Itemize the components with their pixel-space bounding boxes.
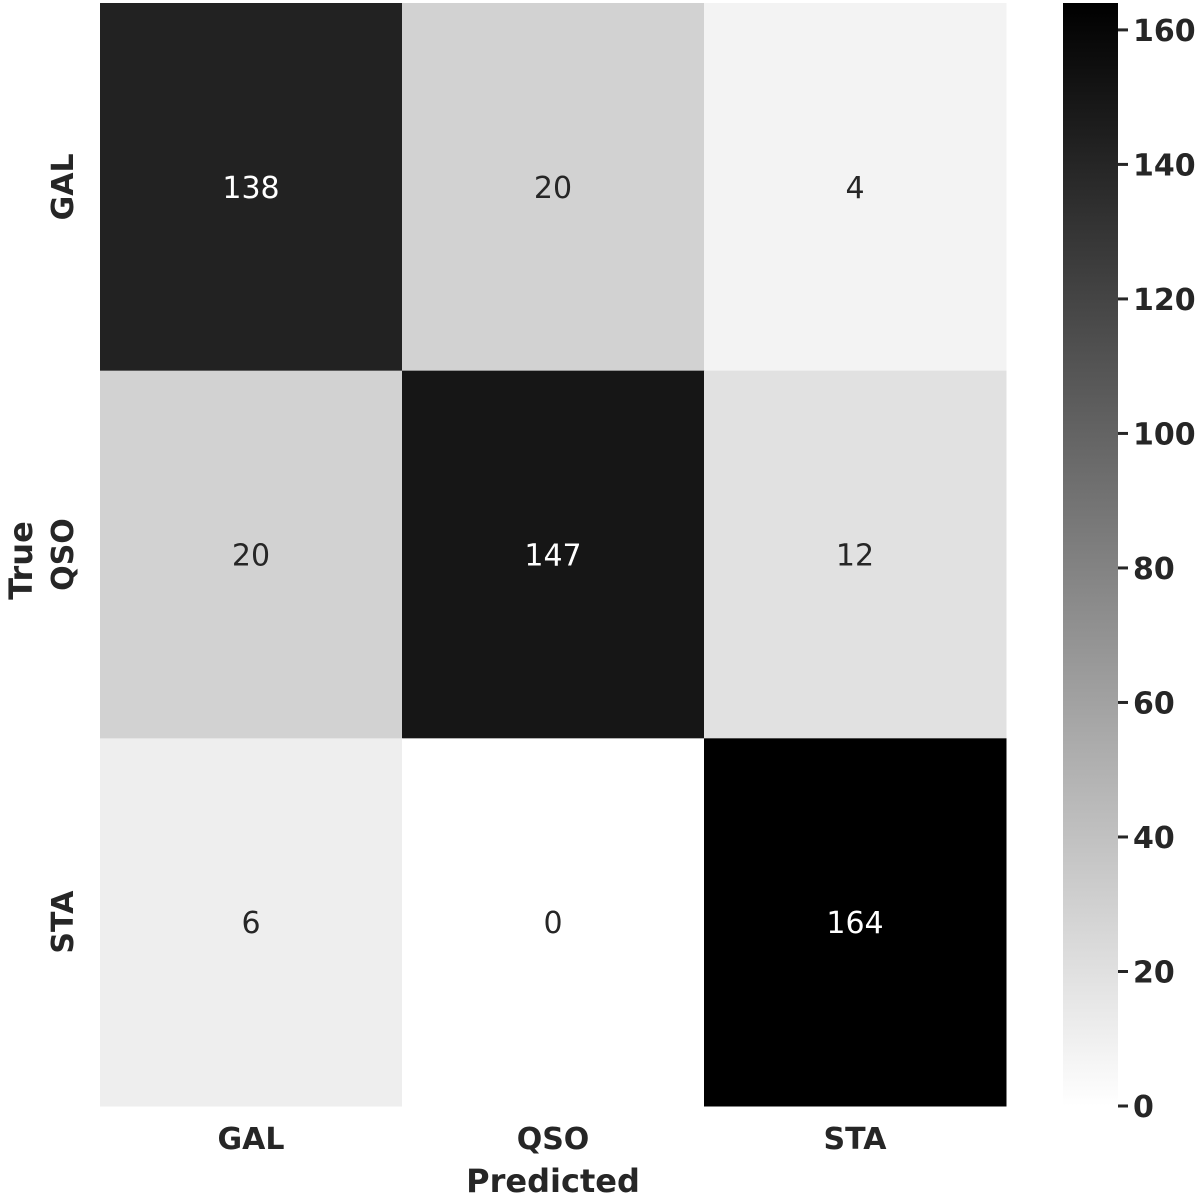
x-tick-label-sta: STA: [824, 1122, 888, 1157]
heatmap-cell-sta-qso: [402, 738, 705, 1107]
colorbar-tick-label-80: 80: [1133, 552, 1175, 587]
cell-value-label-sta-gal: 6: [241, 906, 260, 941]
cell-value-label-sta-qso: 0: [543, 906, 562, 941]
y-tick-label-qso: QSO: [46, 518, 81, 591]
heatmap-cell-qso-gal: [100, 370, 403, 739]
x-tick-label-qso: QSO: [517, 1122, 590, 1157]
colorbar-ticks: 0 20 40 60 80 100 120 140 160: [1118, 14, 1196, 1125]
x-axis-title: Predicted: [466, 1162, 640, 1199]
cell-value-label-sta-sta: 164: [826, 906, 883, 941]
heatmap-cell-gal-qso: [402, 3, 705, 372]
colorbar-tick-label-100: 100: [1133, 417, 1196, 452]
colorbar-tick-label-60: 60: [1133, 686, 1175, 721]
heatmap-cells: [100, 3, 1007, 1107]
heatmap-cell-gal-gal: [100, 3, 403, 372]
colorbar: [1063, 3, 1118, 1106]
y-tick-label-gal: GAL: [46, 153, 81, 220]
cell-annotations: 138 20 4 20 147 12 6 0 164: [222, 171, 883, 941]
heatmap-cell-qso-sta: [704, 370, 1007, 739]
cell-value-label-gal-sta: 4: [845, 171, 864, 206]
y-tick-label-sta: STA: [46, 890, 81, 954]
x-tick-label-gal: GAL: [218, 1122, 285, 1157]
colorbar-tick-label-40: 40: [1133, 821, 1175, 856]
colorbar-tick-label-0: 0: [1133, 1090, 1154, 1125]
y-axis-title: True: [2, 521, 40, 600]
heatmap-cell-qso-qso: [402, 370, 705, 739]
y-axis-ticks: GAL QSO STA: [46, 153, 81, 953]
heatmap-cell-gal-sta: [704, 3, 1007, 372]
colorbar-tick-label-140: 140: [1133, 148, 1196, 183]
x-axis-ticks: GAL QSO STA: [218, 1122, 888, 1157]
colorbar-tick-label-120: 120: [1133, 283, 1196, 318]
cell-value-label-gal-qso: 20: [534, 171, 572, 206]
cell-value-label-qso-qso: 147: [524, 539, 581, 574]
heatmap-cell-sta-gal: [100, 738, 403, 1107]
colorbar-tick-label-20: 20: [1133, 955, 1175, 990]
cell-value-label-qso-sta: 12: [836, 539, 874, 574]
cell-value-label-qso-gal: 20: [232, 539, 270, 574]
cell-value-label-gal-gal: 138: [222, 171, 279, 206]
colorbar-tick-label-160: 160: [1133, 14, 1196, 49]
heatmap-cell-sta-sta: [704, 738, 1007, 1107]
